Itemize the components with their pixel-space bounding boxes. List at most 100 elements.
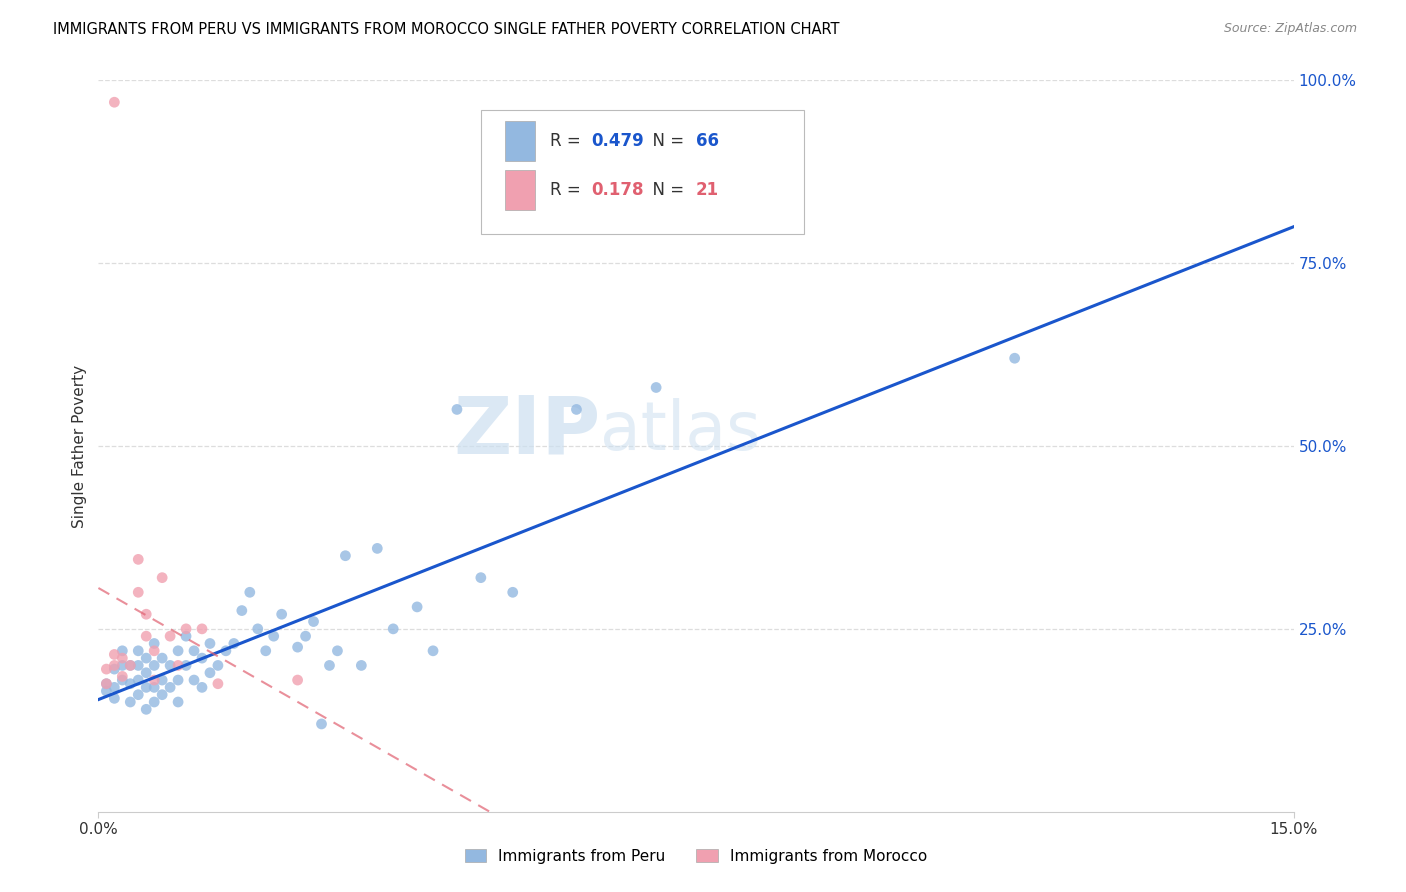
FancyBboxPatch shape [481, 110, 804, 234]
Point [103, 658, 125, 673]
Point [239, 585, 262, 599]
Point [159, 658, 181, 673]
Text: R =: R = [550, 181, 592, 199]
Point [350, 658, 373, 673]
Point [1004, 351, 1026, 366]
Point [143, 636, 166, 650]
Point [135, 607, 157, 622]
Point [96, 676, 118, 690]
Point [135, 702, 157, 716]
Point [143, 695, 166, 709]
Point [150, 651, 173, 665]
Point [167, 644, 190, 658]
FancyBboxPatch shape [505, 169, 534, 211]
Point [103, 681, 125, 695]
Point [565, 402, 588, 417]
Point [103, 648, 125, 662]
Point [150, 688, 173, 702]
Point [191, 681, 214, 695]
Point [183, 644, 205, 658]
Point [103, 95, 125, 110]
Point [191, 651, 214, 665]
Point [422, 644, 444, 658]
Point [215, 644, 238, 658]
Point [127, 658, 149, 673]
Point [127, 644, 149, 658]
Point [470, 571, 492, 585]
Point [263, 629, 285, 643]
Point [311, 717, 333, 731]
Point [120, 676, 142, 690]
Point [406, 599, 429, 614]
Point [287, 640, 309, 655]
Point [183, 673, 205, 687]
Point [645, 380, 668, 394]
Point [135, 665, 157, 680]
Point [111, 651, 134, 665]
Point [294, 629, 316, 643]
Point [167, 673, 190, 687]
Point [191, 622, 214, 636]
Point [231, 603, 253, 617]
Point [111, 644, 134, 658]
Text: atlas: atlas [600, 399, 761, 465]
Point [143, 681, 166, 695]
Point [207, 658, 229, 673]
Point [159, 681, 181, 695]
Point [143, 644, 166, 658]
Text: 21: 21 [696, 181, 718, 199]
Point [207, 676, 229, 690]
Point [96, 684, 118, 698]
Point [135, 651, 157, 665]
Point [96, 676, 118, 690]
Point [287, 673, 309, 687]
Point [502, 585, 524, 599]
Text: R =: R = [550, 132, 592, 150]
Point [120, 695, 142, 709]
Text: Source: ZipAtlas.com: Source: ZipAtlas.com [1223, 22, 1357, 36]
Point [143, 673, 166, 687]
Point [103, 662, 125, 676]
Point [246, 622, 269, 636]
Point [174, 658, 197, 673]
Point [446, 402, 468, 417]
Text: 66: 66 [696, 132, 718, 150]
Point [127, 552, 149, 566]
Point [127, 688, 149, 702]
Point [150, 571, 173, 585]
Point [135, 681, 157, 695]
Point [150, 673, 173, 687]
Point [198, 636, 221, 650]
Text: N =: N = [643, 181, 689, 199]
Point [167, 658, 190, 673]
Text: ZIP: ZIP [453, 392, 600, 470]
Point [318, 658, 340, 673]
Point [254, 644, 277, 658]
Text: 0.178: 0.178 [591, 181, 644, 199]
Text: N =: N = [643, 132, 689, 150]
Point [326, 644, 349, 658]
Point [96, 662, 118, 676]
Legend: Immigrants from Peru, Immigrants from Morocco: Immigrants from Peru, Immigrants from Mo… [458, 843, 934, 870]
Point [366, 541, 388, 556]
Point [174, 622, 197, 636]
Point [270, 607, 292, 622]
Point [103, 691, 125, 706]
Point [335, 549, 357, 563]
Point [127, 585, 149, 599]
Point [135, 629, 157, 643]
Point [167, 695, 190, 709]
Text: IMMIGRANTS FROM PERU VS IMMIGRANTS FROM MOROCCO SINGLE FATHER POVERTY CORRELATIO: IMMIGRANTS FROM PERU VS IMMIGRANTS FROM … [53, 22, 839, 37]
Point [111, 669, 134, 683]
Point [174, 629, 197, 643]
Y-axis label: Single Father Poverty: Single Father Poverty [72, 365, 87, 527]
Point [120, 658, 142, 673]
Point [120, 658, 142, 673]
Point [143, 658, 166, 673]
Point [198, 665, 221, 680]
Point [127, 673, 149, 687]
Point [111, 673, 134, 687]
FancyBboxPatch shape [505, 120, 534, 161]
Point [302, 615, 325, 629]
Text: 0.479: 0.479 [591, 132, 644, 150]
